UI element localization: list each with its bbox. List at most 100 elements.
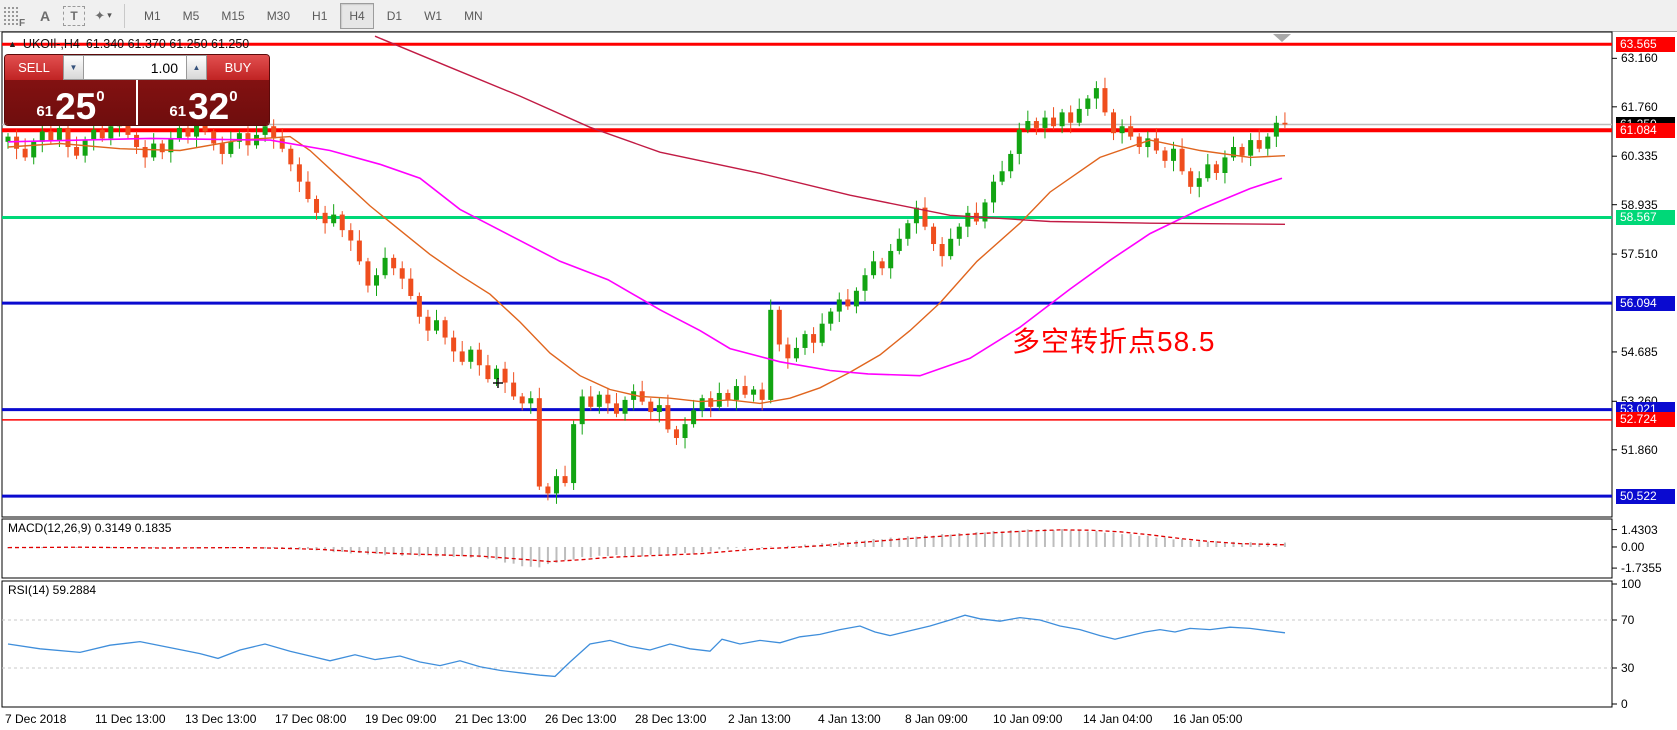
candle-body [682, 424, 688, 439]
candle-body [39, 131, 45, 142]
candle-body [922, 207, 928, 227]
candle-body [159, 143, 165, 153]
candle-body [528, 398, 534, 404]
candle-body [219, 143, 225, 154]
candle-body [759, 389, 765, 400]
candle-body [1042, 117, 1048, 128]
timeframe-button-m30[interactable]: M30 [266, 8, 291, 23]
candle-body [596, 394, 602, 407]
lot-size-input[interactable]: 1.00 [84, 55, 186, 80]
arrow-objects-glyph: ✦ [94, 7, 106, 23]
candle-body [262, 126, 268, 135]
candle-body [1222, 157, 1228, 173]
candle-body [82, 140, 88, 156]
candle-body [742, 386, 748, 395]
candle-body [613, 403, 619, 414]
candle-body [31, 141, 37, 158]
macd-signal-line [7, 529, 1286, 563]
candle-body [802, 334, 808, 348]
candle-body [5, 136, 11, 142]
collapse-one-click-arrow[interactable]: ▲ [8, 39, 17, 49]
candle-body [982, 202, 988, 222]
text-annotation[interactable]: 多空转折点58.5 [1012, 326, 1216, 357]
sell-button[interactable]: SELL [5, 55, 63, 80]
time-axis-label: 7 Dec 2018 [5, 712, 67, 726]
time-axis-label: 26 Dec 13:00 [545, 712, 617, 726]
sell-price-display[interactable]: 61 25 0 [5, 80, 138, 125]
macd-tick-label: 1.4303 [1621, 522, 1658, 537]
timeframe-button-d1[interactable]: D1 [386, 8, 403, 23]
candle-body [142, 147, 148, 158]
candle-body [965, 212, 971, 227]
one-click-trading-widget: SELL ▼ 1.00 ▲ BUY 61 25 0 61 32 0 [5, 55, 269, 125]
chart-shift-marker-icon[interactable] [1273, 34, 1291, 42]
time-axis-label: 2 Jan 13:00 [728, 712, 791, 726]
candle-body [862, 275, 868, 291]
candle-body [288, 148, 294, 165]
timeframe-button-m5[interactable]: M5 [182, 8, 200, 23]
candle-body [1282, 122, 1288, 125]
fibo-retracement-icon[interactable]: F [3, 4, 27, 28]
candle-body [536, 398, 542, 487]
candle-body [1239, 147, 1245, 156]
candle-body [1171, 148, 1177, 161]
candle-body [1205, 164, 1211, 179]
lot-increase-button[interactable]: ▲ [186, 55, 207, 80]
candle-body [511, 382, 517, 397]
buy-button[interactable]: BUY [207, 55, 269, 80]
timeframe-button-h1[interactable]: H1 [312, 8, 328, 23]
candle-body [134, 134, 140, 148]
candle-body [999, 171, 1005, 182]
time-axis-label: 19 Dec 09:00 [365, 712, 437, 726]
price-tick-label: 61.760 [1621, 99, 1658, 114]
candle-body [434, 320, 439, 331]
candle-body [228, 141, 234, 154]
candle-body [74, 147, 80, 156]
candle-body [22, 148, 28, 158]
candle-body [1145, 138, 1151, 148]
timeframe-button-mn[interactable]: MN [464, 8, 483, 23]
candle-body [151, 143, 157, 158]
candle-body [1231, 147, 1237, 158]
candle-body [194, 124, 200, 137]
candle-body [648, 401, 654, 413]
buy-price-prefix: 61 [169, 103, 187, 120]
buy-price-main: 32 [188, 85, 230, 125]
candle-body [185, 127, 191, 137]
sell-price-prefix: 61 [36, 103, 54, 120]
price-tick-label: 54.685 [1621, 344, 1658, 359]
candle-body [399, 268, 405, 279]
time-axis-label: 21 Dec 13:00 [455, 712, 527, 726]
candle-body [871, 261, 877, 276]
candle-body [1265, 136, 1271, 149]
timeframe-button-m15[interactable]: M15 [221, 8, 245, 23]
candle-body [879, 261, 885, 269]
candle-body [1179, 148, 1185, 172]
price-badge-52.724: 52.724 [1616, 412, 1675, 428]
chevron-down-icon[interactable]: ▾ [107, 10, 112, 20]
arrow-objects-icon[interactable]: ✦ ▾ [91, 4, 115, 28]
timeframe-button-h4[interactable]: H4 [340, 2, 374, 29]
text-label-icon[interactable]: A [39, 7, 51, 24]
candle-body [888, 250, 894, 269]
price-badge-61.084: 61.084 [1616, 122, 1675, 138]
candle-body [1059, 112, 1065, 127]
timeframe-buttons: M1 M5 M15 M30 H1 H4 D1 W1 MN [133, 2, 494, 29]
candle-body [1051, 117, 1057, 127]
price-badge-50.522: 50.522 [1616, 488, 1675, 504]
macd-tick-label: 0.00 [1621, 539, 1645, 554]
candle-body [125, 122, 131, 135]
lot-decrease-button[interactable]: ▼ [63, 55, 84, 80]
candle-body [896, 238, 902, 251]
toolbar-separator [124, 3, 125, 28]
candle-body [793, 347, 799, 359]
timeframe-button-m1[interactable]: M1 [144, 8, 161, 23]
candle-body [828, 311, 834, 324]
buy-price-display[interactable]: 61 32 0 [138, 80, 269, 125]
candle-body [236, 133, 242, 142]
timeframe-button-w1[interactable]: W1 [424, 8, 443, 23]
text-box-icon[interactable]: T [63, 5, 85, 26]
candle-body [588, 396, 594, 407]
candle-body [1273, 122, 1279, 137]
